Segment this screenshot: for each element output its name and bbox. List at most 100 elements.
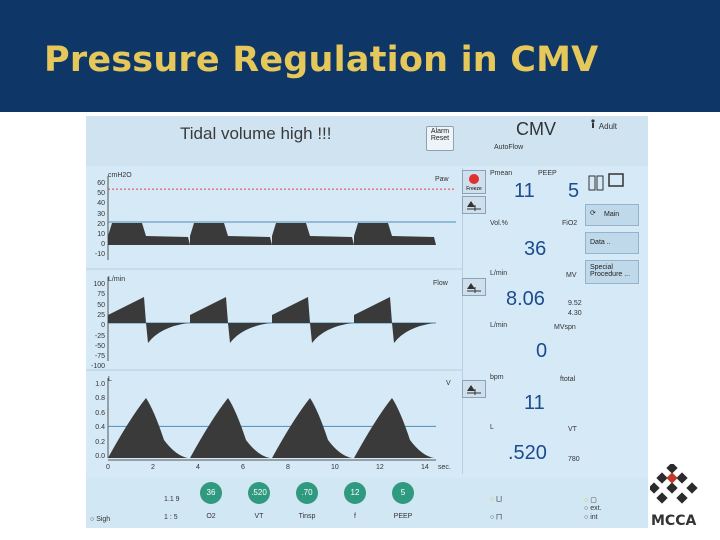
logo-text: MCCA	[651, 513, 697, 529]
volume-axis-tick: 0.0	[95, 453, 105, 460]
ftotal-label: ftotal	[560, 376, 576, 383]
time-axis-tick: 14	[421, 464, 429, 471]
time-axis-tick: 12	[376, 464, 384, 471]
mv-value: 8.06	[506, 288, 545, 310]
ftotal-unit: bpm	[490, 374, 504, 381]
slide-title: Pressure Regulation in CMV	[44, 40, 599, 80]
ext-toggle[interactable]: ○ ext.	[584, 505, 601, 512]
mv-high-limit: 9.52	[568, 300, 582, 307]
flow-axis-tick: -100	[90, 363, 105, 371]
fio2-label: FiO2	[562, 220, 578, 227]
nebulizer-toggle[interactable]: ○ ⨆	[490, 496, 502, 504]
time-axis-tick: 2	[151, 464, 155, 471]
peep-label: PEEP	[538, 170, 557, 177]
flow-param-label: Flow	[433, 280, 448, 287]
flow-cursor-button[interactable]	[462, 278, 486, 296]
patient-type-label: Adult	[598, 122, 618, 131]
data-button[interactable]: Data ..	[585, 232, 639, 254]
main-button-label: Main	[604, 211, 620, 218]
cursor-icon	[467, 385, 481, 395]
time-axis-unit: sec.	[438, 464, 451, 471]
o2-boost-toggle[interactable]: ○ ▢	[584, 496, 597, 504]
mv-unit: L/min	[490, 270, 508, 277]
flow-axis-tick: -25	[94, 332, 105, 340]
pmean-value: 11	[514, 180, 535, 202]
vt-unit: L	[490, 424, 494, 431]
pressure-axis-tick: 10	[97, 231, 105, 238]
main-icon: ⟳	[590, 210, 596, 217]
peep-value: 5	[568, 180, 580, 202]
flow-axis-tick: 100	[93, 281, 105, 288]
pressure-axis-tick: -10	[94, 251, 105, 259]
mv-low-limit: 4.30	[568, 310, 582, 317]
setting-knob-label: VT	[254, 513, 264, 520]
time-axis-tick: 10	[331, 464, 339, 471]
measured-values-panel: Freeze Pmean PEEP 11 5 Vol.% FiO2 36 L/m…	[462, 168, 582, 474]
flow-axis-tick: 25	[97, 311, 105, 319]
fio2-value: 36	[524, 238, 547, 260]
freeze-indicator-icon	[469, 174, 479, 184]
setting-knob-label: PEEP	[393, 513, 413, 520]
pressure-axis-tick: 0	[101, 241, 105, 249]
volume-cursor-button[interactable]	[462, 380, 486, 398]
alarm-message: Tidal volume high !!!	[180, 124, 332, 143]
pressure-param-label: Paw	[435, 176, 449, 183]
setting-knob[interactable]: 36	[200, 482, 222, 504]
patient-type[interactable]: Adult	[589, 119, 617, 131]
ext-label: ext.	[590, 505, 602, 512]
suction-icon: ⨅	[496, 514, 502, 521]
settings-bar: 1.1 9 1 : 5 ○ Sigh 36 O2 .520 VT .70 Tinsp 12 f…	[86, 478, 648, 528]
vt-value: .520	[508, 442, 547, 464]
ie-ratio-high: 1.1 9	[164, 496, 180, 503]
pressure-axis-tick: 60	[97, 180, 105, 187]
pmean-label: Pmean	[490, 170, 513, 177]
pressure-axis-tick: 20	[97, 220, 105, 228]
main-button[interactable]: ⟳ Main	[585, 204, 639, 226]
sigh-label: Sigh	[96, 516, 111, 523]
time-axis-tick: 0	[106, 464, 110, 471]
freeze-label: Freeze	[466, 186, 482, 192]
vt-label: VT	[568, 426, 577, 433]
setting-knob[interactable]: 12	[344, 482, 366, 504]
suction-toggle[interactable]: ○ ⨅	[490, 514, 502, 522]
fio2-unit: Vol.%	[490, 220, 508, 227]
freeze-screen-button[interactable]	[585, 170, 637, 198]
pressure-unit-label: cmH2O	[108, 172, 132, 179]
volume-axis-tick: 0.2	[95, 438, 105, 446]
alarm-reset-button[interactable]: Alarm Reset	[426, 126, 454, 151]
int-label: int	[590, 514, 598, 521]
nebulizer-icon: ⨆	[496, 496, 502, 503]
flow-axis-tick: 0	[101, 322, 105, 330]
flow-waveform	[108, 297, 434, 343]
pressure-axis-tick: 50	[97, 190, 105, 198]
mcca-logo	[648, 462, 700, 528]
setting-knob-label: Tinsp	[298, 513, 316, 520]
suction-indicator-icon: ○	[490, 514, 495, 521]
alarm-titlebar: Tidal volume high !!! Alarm Reset CMV Au…	[86, 116, 648, 166]
o2-indicator-icon: ○	[584, 497, 589, 504]
volume-unit-label: L	[108, 376, 112, 383]
mv-label: MV	[566, 272, 577, 279]
special-procedure-button[interactable]: Special Procedure ...	[585, 260, 639, 284]
side-menu: ⟳ Main Data .. Special Procedure ...	[585, 168, 648, 474]
o2-icon: ▢	[590, 497, 597, 504]
time-axis-tick: 8	[286, 464, 290, 471]
setting-knob[interactable]: 5	[392, 482, 414, 504]
pressure-axis-tick: 40	[97, 200, 105, 208]
setting-knob-label: O2	[206, 513, 216, 520]
cursor-icon	[467, 283, 481, 293]
ie-ratio-low: 1 : 5	[164, 514, 178, 521]
slide-header: Pressure Regulation in CMV	[0, 0, 720, 112]
mvspn-value: 0	[536, 340, 548, 362]
sigh-toggle[interactable]: ○ Sigh	[90, 516, 110, 523]
int-toggle[interactable]: ○ int	[584, 514, 598, 521]
waveform-area: cmH2O Paw 60 50 40 30 20 10 0 -10 L/min Flow 10…	[86, 168, 463, 474]
volume-axis-tick: 1.0	[95, 381, 105, 388]
setting-knob[interactable]: .520	[248, 482, 270, 504]
waveform-cursor-button[interactable]	[462, 196, 486, 214]
nebulizer-indicator-icon: ○	[490, 496, 495, 503]
setting-knob[interactable]: .70	[296, 482, 318, 504]
flow-axis-tick: 50	[97, 301, 105, 309]
flow-axis-tick: -75	[94, 353, 105, 361]
freeze-button[interactable]: Freeze	[462, 170, 486, 194]
